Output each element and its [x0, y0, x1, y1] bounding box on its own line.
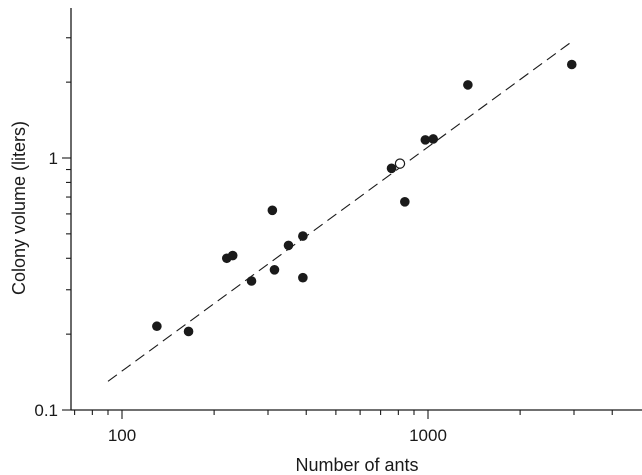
data-point [386, 163, 397, 174]
x-tick-label: 1000 [409, 426, 447, 445]
fit-line-layer [107, 42, 570, 382]
data-point [298, 272, 308, 283]
x-axis-label: Number of ants [295, 455, 418, 475]
open-data-point [394, 158, 406, 169]
fit-line [107, 42, 570, 382]
data-point [298, 231, 308, 241]
x-tick-label: 100 [108, 426, 136, 445]
data-point [246, 276, 257, 286]
y-axis-label: Colony volume (liters) [9, 121, 29, 295]
data-point [269, 265, 280, 275]
data-point [227, 250, 238, 261]
y-tick-label: 0.1 [34, 401, 58, 420]
data-points [152, 59, 577, 337]
axis-ticks [62, 37, 613, 419]
data-point [267, 205, 278, 216]
data-point [400, 197, 410, 207]
plot-frame [70, 8, 642, 411]
y-tick-label: 1 [49, 149, 58, 168]
tick-labels: 100 1000 0.1 1 [34, 149, 447, 445]
data-point [566, 59, 577, 70]
data-point [152, 321, 162, 332]
data-point [428, 134, 439, 144]
data-point [283, 240, 294, 251]
data-point [183, 326, 194, 337]
data-point [420, 135, 431, 145]
data-point [463, 80, 473, 90]
